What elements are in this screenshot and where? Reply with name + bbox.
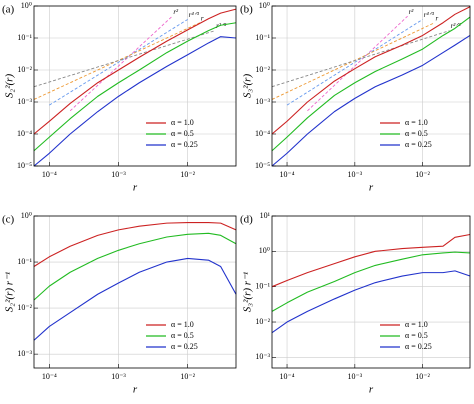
legend-label: α = 0.5 — [405, 331, 428, 340]
series-line — [33, 8, 237, 135]
series-line — [33, 257, 237, 341]
legend-label: α = 1.0 — [405, 118, 428, 127]
reference-line — [307, 15, 408, 112]
x-tick-label: 10⁻⁴ — [42, 170, 57, 179]
x-tick-label: 10⁻³ — [111, 372, 126, 381]
x-tick-label: 10⁻² — [180, 372, 195, 381]
y-tick-label: 10⁻⁵ — [255, 161, 270, 170]
y-tick-label: 10⁻² — [255, 317, 270, 326]
reference-label: r² — [173, 8, 179, 16]
y-tick-label: 10⁻³ — [17, 97, 32, 106]
legend-label: α = 0.5 — [405, 129, 428, 138]
y-tick-label: 10⁻⁴ — [17, 129, 32, 138]
plot-frame — [271, 5, 471, 167]
x-axis-label: r — [369, 182, 374, 194]
x-tick-label: 10⁻⁴ — [280, 170, 295, 179]
x-tick-label: 10⁻³ — [348, 170, 363, 179]
reference-line — [49, 19, 188, 106]
x-tick-label: 10⁻⁴ — [280, 372, 295, 381]
x-tick-label: 10⁻² — [180, 170, 195, 179]
x-tick-label: 10⁻⁴ — [42, 372, 57, 381]
y-tick-label: 10⁻⁵ — [17, 161, 32, 170]
series-line — [271, 270, 471, 334]
legend-label: α = 0.5 — [171, 331, 194, 340]
reference-label: r — [436, 14, 439, 22]
legend-label: α = 0.25 — [405, 140, 432, 149]
x-tick-label: 10⁻³ — [111, 170, 126, 179]
y-axis-label: S₂²(r) r⁻¹ — [4, 272, 16, 312]
y-tick-label: 10⁰ — [21, 1, 32, 10]
y-tick-label: 10¹ — [260, 211, 271, 220]
y-tick-label: 10⁻³ — [255, 97, 270, 106]
y-tick-label: 10⁻¹ — [255, 33, 270, 42]
series-line — [33, 36, 237, 167]
legend-label: α = 1.0 — [171, 118, 194, 127]
legend-label: α = 0.25 — [405, 342, 432, 351]
panel-label: (c) — [2, 214, 15, 226]
reference-label: r² — [409, 8, 415, 16]
x-axis-label: r — [133, 384, 138, 396]
y-tick-label: 10⁰ — [21, 211, 32, 220]
y-tick-label: 10⁻¹ — [255, 282, 270, 291]
reference-label: r — [201, 14, 204, 22]
y-tick-label: 10⁻³ — [255, 352, 270, 361]
reference-line — [33, 30, 216, 88]
y-tick-label: 10⁻³ — [17, 349, 32, 358]
plot-frame — [33, 5, 237, 167]
x-axis-label: r — [369, 384, 374, 396]
legend-label: α = 0.5 — [171, 129, 194, 138]
panel-label: (b) — [240, 4, 253, 16]
y-axis-label: S₂²(r) — [4, 74, 16, 99]
y-axis-label: S₃²(r) — [242, 74, 254, 99]
series-line — [271, 16, 471, 152]
plot-frame — [271, 215, 471, 369]
legend-label: α = 0.25 — [171, 342, 198, 351]
reference-label: r²ᐟ³ — [216, 22, 227, 30]
panel-label: (d) — [240, 214, 253, 226]
y-tick-label: 10⁻¹ — [17, 257, 32, 266]
reference-label: r⁴ᐟ³ — [424, 11, 435, 19]
series-line — [33, 222, 237, 267]
series-line — [271, 233, 471, 288]
panel-label: (a) — [2, 4, 15, 16]
y-tick-label: 10⁻¹ — [17, 33, 32, 42]
x-tick-label: 10⁻² — [415, 372, 430, 381]
x-axis-label: r — [133, 182, 138, 194]
reference-line — [286, 19, 423, 106]
reference-line — [271, 30, 450, 88]
reference-label: r⁴ᐟ³ — [189, 11, 200, 19]
y-tick-label: 10⁻² — [17, 65, 32, 74]
series-line — [271, 251, 471, 312]
y-tick-label: 10⁰ — [259, 246, 270, 255]
series-line — [271, 35, 471, 167]
legend-label: α = 0.25 — [171, 140, 198, 149]
legend-label: α = 1.0 — [405, 320, 428, 329]
y-tick-label: 10⁰ — [259, 1, 270, 10]
y-tick-label: 10⁻⁴ — [255, 129, 270, 138]
reference-line — [69, 15, 173, 112]
y-tick-label: 10⁻² — [17, 303, 32, 312]
legend-label: α = 1.0 — [171, 320, 194, 329]
x-tick-label: 10⁻³ — [348, 372, 363, 381]
series-line — [33, 232, 237, 301]
y-axis-label: S₃²(r) r⁻¹ — [242, 272, 254, 312]
x-tick-label: 10⁻² — [415, 170, 430, 179]
reference-label: r²ᐟ³ — [451, 22, 462, 30]
series-line — [271, 6, 471, 135]
plot-frame — [33, 215, 237, 369]
y-tick-label: 10⁻² — [255, 65, 270, 74]
series-line — [33, 22, 237, 152]
